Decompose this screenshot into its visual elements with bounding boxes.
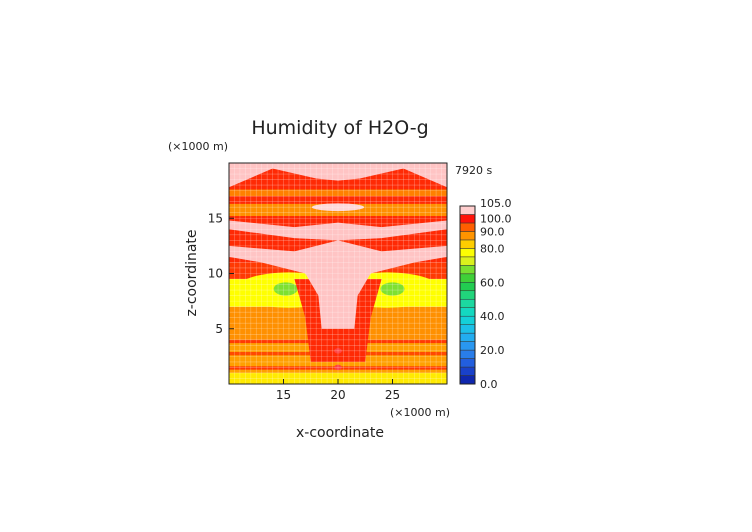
contour-band <box>229 189 447 197</box>
contour-field <box>229 163 447 384</box>
x-ticks: 15 20 25 <box>276 379 400 402</box>
x-tick-label: 15 <box>276 388 291 402</box>
colorbar-segment <box>459 282 476 292</box>
contour-patch <box>334 364 342 371</box>
x-tick-label: 20 <box>330 388 345 402</box>
x-axis-label: x-coordinate <box>296 425 384 441</box>
chart-title: Humidity of H2O-g <box>251 117 428 139</box>
colorbar-label: 90.0 <box>480 225 505 238</box>
contour-patch <box>229 163 447 188</box>
colorbar-segment <box>459 290 476 300</box>
colorbar-segment <box>459 366 476 376</box>
contour-patch <box>273 282 298 296</box>
colorbar-segment <box>459 239 476 249</box>
colorbar-segment <box>459 214 476 224</box>
x-tick-label: 25 <box>385 388 400 402</box>
contour-band <box>229 372 447 384</box>
contour-patch <box>229 220 447 241</box>
contour-patch <box>229 240 447 329</box>
colorbar-segment <box>459 315 476 325</box>
contour-patch <box>334 348 342 354</box>
colorbar-label: 0.0 <box>480 378 498 391</box>
contour-patch <box>380 282 405 296</box>
y-tick-label: 10 <box>208 267 223 281</box>
colorbar-label: 20.0 <box>480 344 505 357</box>
colorbar-segment <box>459 358 476 368</box>
colorbar-segment <box>459 332 476 342</box>
contour-patch <box>311 203 365 212</box>
y-unit-label: (×1000 m) <box>168 140 228 153</box>
colorbar-segment <box>459 375 476 385</box>
y-tick-label: 15 <box>208 211 223 225</box>
colorbar-segment <box>459 349 476 359</box>
colorbar-label: 80.0 <box>480 242 505 255</box>
time-label: 7920 s <box>455 164 492 177</box>
colorbar-segment <box>459 222 476 232</box>
colorbar-segment <box>459 324 476 334</box>
colorbar-label: 105.0 <box>480 197 512 210</box>
x-unit-label: (×1000 m) <box>390 406 450 419</box>
colorbar-segment <box>459 341 476 351</box>
colorbar-segment <box>459 265 476 275</box>
y-tick-label: 5 <box>215 322 223 336</box>
colorbar <box>459 205 476 385</box>
colorbar-segment <box>459 231 476 241</box>
colorbar-segment <box>459 307 476 317</box>
colorbar-label: 100.0 <box>480 212 512 225</box>
y-ticks: 5 10 15 <box>208 211 234 336</box>
colorbar-segment <box>459 298 476 308</box>
colorbar-segment <box>459 256 476 266</box>
grid-lines <box>229 163 447 384</box>
y-axis-label: z-coordinate <box>184 229 200 316</box>
colorbar-segment <box>459 248 476 258</box>
colorbar-label: 60.0 <box>480 276 505 289</box>
colorbar-segment <box>459 273 476 283</box>
colorbar-frame <box>459 205 476 385</box>
colorbar-label: 40.0 <box>480 310 505 323</box>
colorbar-segment <box>459 205 476 215</box>
